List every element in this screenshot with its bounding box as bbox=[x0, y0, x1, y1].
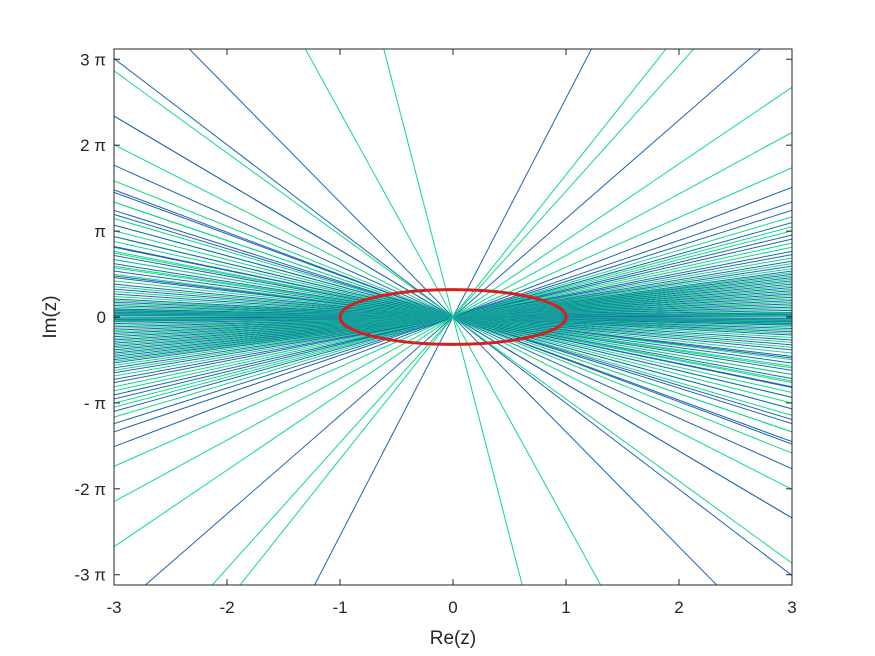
y-tick-label: -2 π bbox=[74, 480, 106, 499]
y-tick-label: 2 π bbox=[80, 136, 106, 155]
ray-line bbox=[114, 86, 792, 548]
unit-circle-layer bbox=[338, 288, 568, 346]
x-tick-label: -2 bbox=[219, 598, 234, 617]
ray-lines bbox=[114, 49, 792, 585]
x-tick-label: 0 bbox=[448, 598, 457, 617]
x-tick-label: 3 bbox=[787, 598, 796, 617]
x-tick-label: -1 bbox=[332, 598, 347, 617]
y-tick-label: 3 π bbox=[80, 50, 106, 69]
y-tick-label: -3 π bbox=[74, 566, 106, 585]
y-axis-ticks: -3 π -2 π - π 0 π 2 π 3 π bbox=[74, 50, 792, 585]
y-axis-label: Im(z) bbox=[40, 295, 61, 338]
y-tick-label: - π bbox=[84, 394, 106, 413]
y-tick-label: 0 bbox=[97, 308, 106, 327]
x-tick-label: 1 bbox=[561, 598, 570, 617]
y-tick-label: π bbox=[94, 222, 106, 241]
unit-circle bbox=[338, 288, 568, 346]
x-axis-label: Re(z) bbox=[430, 628, 476, 649]
x-axis-ticks: -3 -2 -1 0 1 2 3 bbox=[106, 49, 797, 617]
x-tick-label: -3 bbox=[106, 598, 121, 617]
x-tick-label: 2 bbox=[674, 598, 683, 617]
